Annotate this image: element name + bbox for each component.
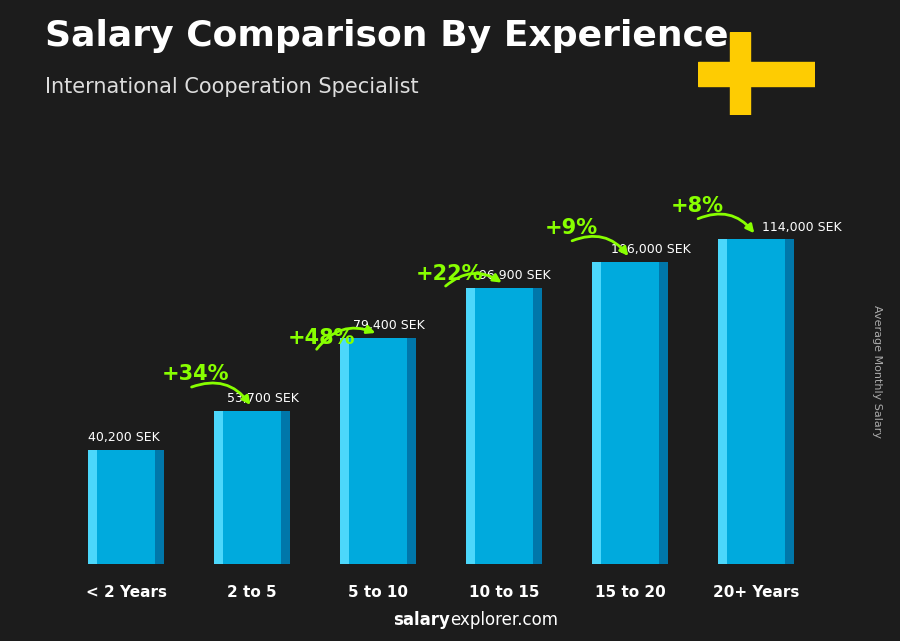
Polygon shape	[592, 262, 668, 564]
Text: Salary Comparison By Experience: Salary Comparison By Experience	[45, 19, 728, 53]
Text: 10 to 15: 10 to 15	[469, 585, 539, 600]
Text: explorer.com: explorer.com	[450, 611, 558, 629]
Polygon shape	[407, 338, 416, 564]
Text: 15 to 20: 15 to 20	[595, 585, 665, 600]
Polygon shape	[88, 449, 164, 564]
Text: 2 to 5: 2 to 5	[227, 585, 277, 600]
Text: 114,000 SEK: 114,000 SEK	[762, 221, 842, 233]
Text: 96,900 SEK: 96,900 SEK	[479, 269, 551, 282]
Text: 106,000 SEK: 106,000 SEK	[611, 244, 691, 256]
Polygon shape	[718, 239, 727, 564]
Polygon shape	[659, 262, 668, 564]
Polygon shape	[340, 338, 349, 564]
Bar	[730, 32, 751, 115]
Bar	[698, 62, 814, 86]
Polygon shape	[533, 288, 542, 564]
Polygon shape	[340, 338, 416, 564]
Polygon shape	[592, 262, 601, 564]
Text: +8%: +8%	[670, 196, 724, 216]
Text: International Cooperation Specialist: International Cooperation Specialist	[45, 77, 419, 97]
Text: +48%: +48%	[287, 328, 355, 347]
Polygon shape	[785, 239, 794, 564]
Polygon shape	[718, 239, 794, 564]
Text: 40,200 SEK: 40,200 SEK	[88, 431, 160, 444]
Text: 5 to 10: 5 to 10	[348, 585, 408, 600]
Text: 20+ Years: 20+ Years	[713, 585, 799, 600]
Text: Average Monthly Salary: Average Monthly Salary	[872, 305, 883, 438]
Text: +34%: +34%	[161, 364, 229, 384]
Polygon shape	[155, 449, 164, 564]
Text: +9%: +9%	[544, 218, 598, 238]
Polygon shape	[214, 411, 290, 564]
Polygon shape	[214, 411, 223, 564]
Text: +22%: +22%	[416, 264, 483, 284]
Polygon shape	[466, 288, 542, 564]
Text: 53,700 SEK: 53,700 SEK	[227, 392, 299, 405]
Polygon shape	[88, 449, 97, 564]
Polygon shape	[466, 288, 475, 564]
Polygon shape	[281, 411, 290, 564]
Text: 79,400 SEK: 79,400 SEK	[353, 319, 425, 332]
Text: < 2 Years: < 2 Years	[86, 585, 166, 600]
Text: salary: salary	[393, 611, 450, 629]
